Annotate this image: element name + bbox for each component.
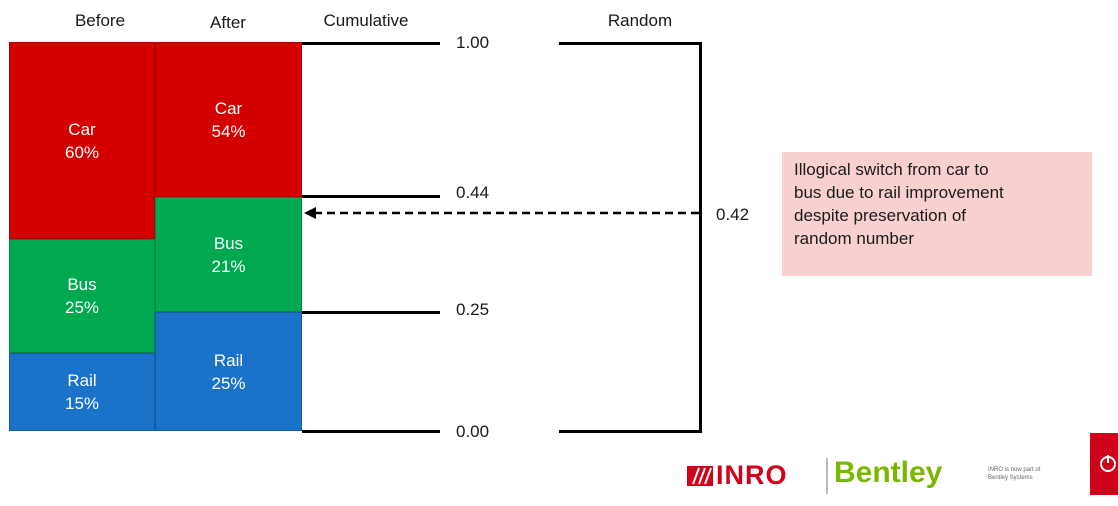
note-line-2: bus due to rail improvement (794, 183, 1004, 202)
random-bracket-vertical (699, 42, 702, 433)
random-value: 0.42 (716, 205, 750, 224)
note-line-1: Illogical switch from car to (794, 160, 989, 179)
after-bar-car: Car 54% (155, 42, 302, 197)
logo-tagline: INRO is now part of Bentley Systems (988, 466, 1040, 482)
cumulative-line-1-00 (302, 42, 440, 45)
random-arrow (304, 207, 699, 219)
header-cumulative: Cumulative (323, 11, 409, 30)
after-bar-bus: Bus 21% (155, 197, 302, 312)
header-after: After (210, 13, 246, 32)
before-bar-rail: Rail 15% (9, 353, 155, 431)
random-bracket-bottom (559, 430, 702, 433)
cumulative-line-0-44 (302, 195, 440, 198)
after-bar-rail: Rail 25% (155, 312, 302, 431)
header-before: Before (74, 11, 126, 30)
note-line-4: random number (794, 229, 915, 248)
after-car-label: Car (214, 98, 243, 118)
before-bar-car: Car 60% (9, 42, 155, 239)
note-line-3: despite preservation of (794, 206, 966, 225)
after-rail-pct: 25% (211, 373, 246, 393)
cumulative-tick-0-00: 0.00 (456, 422, 490, 441)
inro-mark-icon (687, 465, 713, 486)
before-car-label: Car (68, 119, 96, 139)
before-bus-label: Bus (67, 275, 97, 294)
corner-badge (1090, 433, 1118, 495)
cumulative-line-0-00 (302, 430, 440, 433)
bentley-wordmark: Bentley (834, 456, 943, 489)
inro-wordmark: INRO (716, 460, 788, 490)
power-icon (1100, 455, 1116, 472)
logo-tagline-1: INRO is now part of (988, 467, 1041, 473)
after-bus-label: Bus (213, 233, 244, 253)
logo-divider (826, 458, 828, 494)
before-bar-bus: Bus 25% (9, 239, 155, 353)
after-bus-pct: 21% (211, 256, 246, 276)
before-rail-label: Rail (67, 371, 97, 390)
cumulative-tick-1-00: 1.00 (456, 33, 490, 52)
annotation-note: Illogical switch from car to bus due to … (782, 152, 1092, 276)
header-random: Random (607, 11, 673, 30)
inro-logo: INRO (687, 460, 788, 491)
after-rail-label: Rail (213, 350, 244, 370)
logo-tagline-2: Bentley Systems (988, 475, 1033, 481)
cumulative-tick-0-25: 0.25 (456, 300, 490, 319)
before-car-pct: 60% (64, 142, 100, 162)
before-bus-pct: 25% (64, 298, 100, 317)
cumulative-tick-0-44: 0.44 (456, 183, 490, 202)
before-rail-pct: 15% (64, 394, 100, 413)
random-bracket-top (559, 42, 702, 45)
after-car-pct: 54% (211, 121, 246, 141)
cumulative-line-0-25 (302, 311, 440, 314)
